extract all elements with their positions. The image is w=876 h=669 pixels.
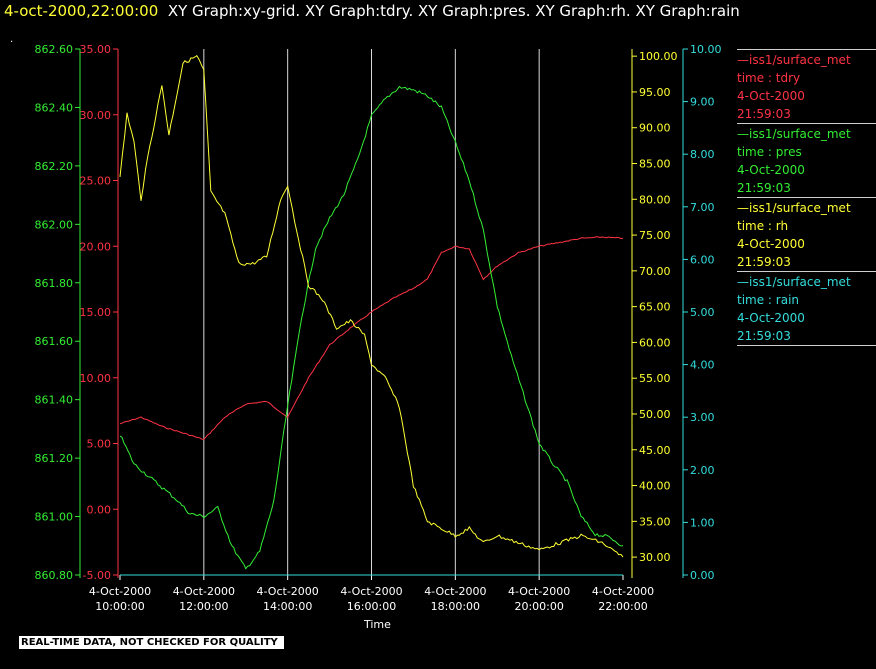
rain-tick-label: 10.00 [690,43,722,56]
rain-tick-label: 1.00 [690,516,715,529]
series-tdry-line [119,236,624,440]
tdry-tick-label: 5.00 [87,438,112,451]
legend-time: 21:59:03 [737,329,791,343]
rain-tick-label: 2.00 [690,464,715,477]
pres-tick-label: 861.20 [35,452,74,465]
pres-tick-label: 862.40 [35,101,74,114]
timestamp-label: 4-oct-2000,22:00:00 [4,2,159,20]
graph-list-label: XY Graph:xy-grid. XY Graph:tdry. XY Grap… [167,2,740,20]
legend-variable: time : rain [737,293,800,307]
legend: —iss1/surface_met time : tdry 4-Oct-2000… [737,49,876,346]
tdry-tick-label: 20.00 [80,240,112,253]
tdry-tick-label: 25.00 [80,175,112,188]
window-title: 4-oct-2000,22:00:00 XY Graph:xy-grid. XY… [4,2,740,20]
rain-tick-label: 3.00 [690,411,715,424]
pres-tick-label: 861.40 [35,394,74,407]
pres-tick-label: 862.00 [35,218,74,231]
x-tick-date: 4-Oct-2000 [173,585,235,598]
rh-tick-label: 40.00 [639,480,671,493]
x-tick-date: 4-Oct-2000 [508,585,570,598]
rain-tick-label: 6.00 [690,253,715,266]
legend-time: 21:59:03 [737,255,791,269]
pres-tick-label: 861.80 [35,277,74,290]
legend-date: 4-Oct-2000 [737,311,805,325]
legend-time: 21:59:03 [737,181,791,195]
rh-tick-label: 75.00 [639,229,671,242]
tdry-tick-label: 30.00 [80,109,112,122]
x-tick-date: 4-Oct-2000 [89,585,151,598]
rh-tick-label: 55.00 [639,372,671,385]
x-axis-title: Time [364,618,391,631]
dot-mark: . [10,34,14,45]
tdry-tick-label: 10.00 [80,372,112,385]
legend-entry-tdry: —iss1/surface_met time : tdry 4-Oct-2000… [737,49,876,123]
x-tick-time: 16:00:00 [347,600,396,613]
rh-tick-label: 100.00 [639,50,678,63]
rain-tick-label: 5.00 [690,306,715,319]
legend-variable: time : pres [737,145,802,159]
series-lines [119,54,624,576]
x-tick-time: 10:00:00 [95,600,144,613]
pres-tick-label: 862.20 [35,160,74,173]
tdry-tick-label: -5.00 [83,569,111,582]
axes: 4-Oct-2000 10:00:00 4-Oct-2000 12:00:00 4-Oc… [35,43,722,613]
rain-tick-label: 4.00 [690,359,715,372]
pres-tick-label: 862.60 [35,43,74,56]
x-tick-date: 4-Oct-2000 [424,585,486,598]
x-tick-time: 22:00:00 [598,600,647,613]
rh-tick-label: 65.00 [639,301,671,314]
legend-entry-rh: —iss1/surface_met time : rh 4-Oct-2000 2… [737,197,876,271]
rh-tick-label: 60.00 [639,336,671,349]
x-tick-time: 18:00:00 [431,600,480,613]
series-pres-line [119,85,624,570]
legend-source: —iss1/surface_met [737,201,851,215]
pres-tick-label: 861.00 [35,511,74,524]
x-tick-date: 4-Oct-2000 [340,585,402,598]
rain-tick-label: 8.00 [690,148,715,161]
rh-tick-label: 50.00 [639,408,671,421]
rain-tick-label: 0.00 [690,569,715,582]
legend-time: 21:59:03 [737,107,791,121]
legend-source: —iss1/surface_met [737,275,851,289]
tdry-tick-label: 15.00 [80,306,112,319]
legend-date: 4-Oct-2000 [737,163,805,177]
legend-variable: time : rh [737,219,789,233]
x-tick-date: 4-Oct-2000 [592,585,654,598]
legend-source: —iss1/surface_met [737,127,851,141]
rh-tick-label: 90.00 [639,122,671,135]
pres-tick-label: 861.60 [35,335,74,348]
rain-tick-label: 7.00 [690,201,715,214]
rh-tick-label: 95.00 [639,86,671,99]
series-rh-line [119,54,624,558]
rh-tick-label: 35.00 [639,515,671,528]
x-tick-time: 12:00:00 [179,600,228,613]
tdry-tick-label: 35.00 [80,43,112,56]
x-tick-time: 20:00:00 [514,600,563,613]
legend-date: 4-Oct-2000 [737,237,805,251]
legend-date: 4-Oct-2000 [737,89,805,103]
tdry-tick-label: 0.00 [87,503,112,516]
rh-tick-label: 85.00 [639,158,671,171]
rain-tick-label: 9.00 [690,96,715,109]
rh-tick-label: 80.00 [639,193,671,206]
x-tick-date: 4-Oct-2000 [257,585,319,598]
x-tick-time: 14:00:00 [263,600,312,613]
rh-tick-label: 70.00 [639,265,671,278]
legend-variable: time : tdry [737,71,801,85]
legend-entry-rain: —iss1/surface_met time : rain 4-Oct-2000… [737,271,876,346]
legend-source: —iss1/surface_met [737,53,851,67]
rh-tick-label: 30.00 [639,551,671,564]
rh-tick-label: 45.00 [639,444,671,457]
legend-entry-pres: —iss1/surface_met time : pres 4-Oct-2000… [737,123,876,197]
quality-disclaimer: REAL-TIME DATA, NOT CHECKED FOR QUALITY [19,636,284,649]
pres-tick-label: 860.80 [35,569,74,582]
